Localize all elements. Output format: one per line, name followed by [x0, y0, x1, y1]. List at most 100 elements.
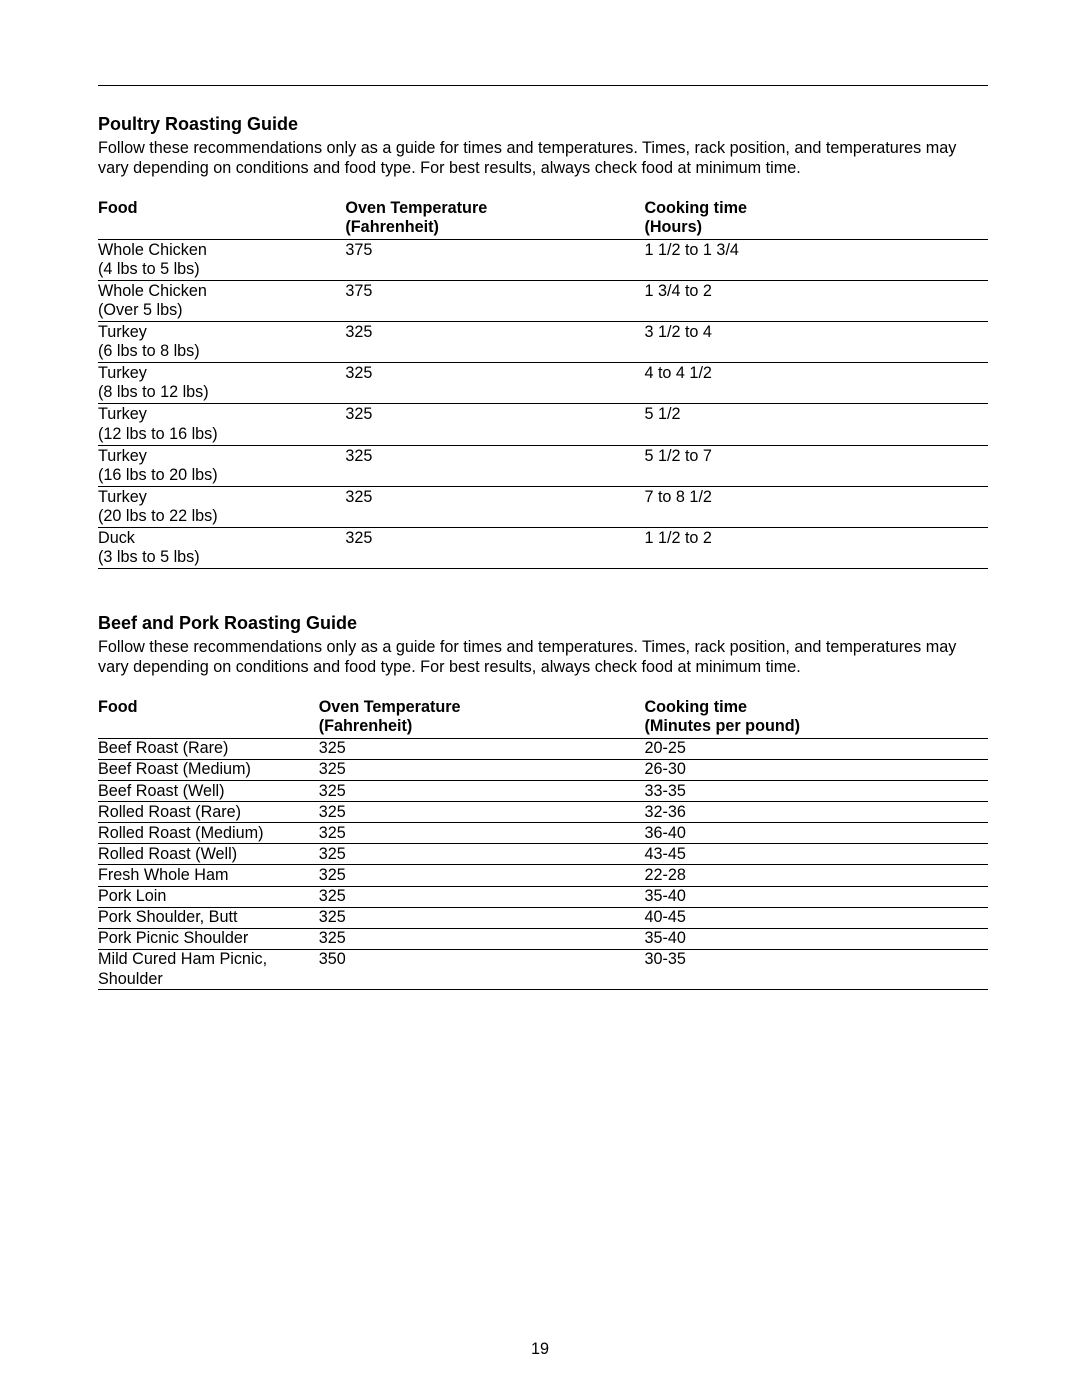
table-row: Turkey(6 lbs to 8 lbs)3253 1/2 to 4: [98, 321, 988, 362]
table-row: Pork Picnic Shoulder32535-40: [98, 928, 988, 949]
table-row: Turkey(8 lbs to 12 lbs)3254 to 4 1/2: [98, 363, 988, 404]
cell-food: Beef Roast (Medium): [98, 759, 319, 780]
cell-temp: 325: [319, 781, 645, 802]
cell-temp: 325: [319, 738, 645, 759]
header-food: Food: [98, 696, 319, 739]
food-primary: Rolled Roast (Well): [98, 845, 237, 863]
cell-temp: 325: [319, 823, 645, 844]
cell-temp: 325: [319, 907, 645, 928]
cell-temp: 325: [319, 886, 645, 907]
beefpork-desc: Follow these recommendations only as a g…: [98, 638, 988, 678]
header-food: Food: [98, 197, 345, 240]
header-temp-l1: Oven Temperature: [319, 698, 461, 716]
cell-temp: 325: [345, 404, 644, 445]
cell-food: Whole Chicken(Over 5 lbs): [98, 280, 345, 321]
cell-food: Whole Chicken(4 lbs to 5 lbs): [98, 239, 345, 280]
header-temp-l2: (Fahrenheit): [345, 218, 439, 236]
cell-time: 1 3/4 to 2: [644, 280, 988, 321]
table-header-row: Food Oven Temperature (Fahrenheit) Cooki…: [98, 696, 988, 739]
cell-time: 3 1/2 to 4: [644, 321, 988, 362]
cell-food: Rolled Roast (Medium): [98, 823, 319, 844]
food-primary: Whole Chicken: [98, 241, 207, 259]
cell-food: Pork Picnic Shoulder: [98, 928, 319, 949]
header-time-l2: (Minutes per pound): [644, 717, 800, 735]
food-primary: Fresh Whole Ham: [98, 866, 228, 884]
header-time-l1: Cooking time: [644, 698, 747, 716]
cell-temp: 325: [319, 865, 645, 886]
cell-food: Duck(3 lbs to 5 lbs): [98, 528, 345, 569]
cell-time: 5 1/2 to 7: [644, 445, 988, 486]
cell-temp: 325: [319, 844, 645, 865]
table-row: Pork Loin32535-40: [98, 886, 988, 907]
cell-time: 22-28: [644, 865, 988, 886]
cell-temp: 375: [345, 280, 644, 321]
header-time-l1: Cooking time: [644, 199, 747, 217]
table-row: Turkey(20 lbs to 22 lbs)3257 to 8 1/2: [98, 486, 988, 527]
food-primary: Turkey: [98, 405, 147, 423]
table-row: Beef Roast (Rare)32520-25: [98, 738, 988, 759]
cell-food: Beef Roast (Rare): [98, 738, 319, 759]
cell-temp: 325: [319, 928, 645, 949]
table-header-row: Food Oven Temperature (Fahrenheit) Cooki…: [98, 197, 988, 240]
cell-temp: 325: [319, 759, 645, 780]
table-row: Rolled Roast (Rare)32532-36: [98, 802, 988, 823]
table-row: Duck(3 lbs to 5 lbs)3251 1/2 to 2: [98, 528, 988, 569]
cell-time: 40-45: [644, 907, 988, 928]
cell-food: Turkey(6 lbs to 8 lbs): [98, 321, 345, 362]
food-primary: Beef Roast (Rare): [98, 739, 228, 757]
cell-temp: 325: [345, 528, 644, 569]
table-row: Beef Roast (Medium) 32526-30: [98, 759, 988, 780]
cell-temp: 350: [319, 949, 645, 989]
cell-time: 26-30: [644, 759, 988, 780]
header-temp: Oven Temperature (Fahrenheit): [345, 197, 644, 240]
beefpork-title: Beef and Pork Roasting Guide: [98, 613, 988, 634]
cell-time: 4 to 4 1/2: [644, 363, 988, 404]
table-row: Pork Shoulder, Butt 32540-45: [98, 907, 988, 928]
cell-food: Pork Shoulder, Butt: [98, 907, 319, 928]
cell-time: 35-40: [644, 886, 988, 907]
top-rule: [98, 85, 988, 86]
table-row: Whole Chicken(Over 5 lbs)3751 3/4 to 2: [98, 280, 988, 321]
cell-time: 5 1/2: [644, 404, 988, 445]
food-secondary: (12 lbs to 16 lbs): [98, 425, 218, 443]
beefpork-table: Food Oven Temperature (Fahrenheit) Cooki…: [98, 696, 988, 990]
cell-time: 30-35: [644, 949, 988, 989]
food-primary: Rolled Roast (Medium): [98, 824, 264, 842]
cell-time: 36-40: [644, 823, 988, 844]
cell-time: 33-35: [644, 781, 988, 802]
poultry-table: Food Oven Temperature (Fahrenheit) Cooki…: [98, 197, 988, 570]
poultry-desc: Follow these recommendations only as a g…: [98, 139, 988, 179]
food-primary: Pork Picnic Shoulder: [98, 929, 248, 947]
food-primary: Beef Roast (Medium): [98, 760, 251, 778]
cell-food: Turkey (12 lbs to 16 lbs): [98, 404, 345, 445]
cell-food: Turkey(16 lbs to 20 lbs): [98, 445, 345, 486]
food-secondary: (4 lbs to 5 lbs): [98, 260, 200, 278]
cell-temp: 325: [345, 486, 644, 527]
cell-temp: 325: [345, 445, 644, 486]
food-primary: Mild Cured Ham Picnic,: [98, 950, 267, 968]
food-secondary: (8 lbs to 12 lbs): [98, 383, 209, 401]
food-secondary: (Over 5 lbs): [98, 301, 183, 319]
table-row: Rolled Roast (Medium) 32536-40: [98, 823, 988, 844]
food-primary: Rolled Roast (Rare): [98, 803, 241, 821]
table-row: Turkey (12 lbs to 16 lbs) 3255 1/2: [98, 404, 988, 445]
food-primary: Turkey: [98, 488, 147, 506]
cell-time: 1 1/2 to 2: [644, 528, 988, 569]
header-time: Cooking time (Minutes per pound): [644, 696, 988, 739]
cell-food: Rolled Roast (Rare): [98, 802, 319, 823]
table-row: Fresh Whole Ham 32522-28: [98, 865, 988, 886]
cell-food: Turkey(8 lbs to 12 lbs): [98, 363, 345, 404]
cell-time: 43-45: [644, 844, 988, 865]
table-row: Turkey(16 lbs to 20 lbs)3255 1/2 to 7: [98, 445, 988, 486]
table-row: Mild Cured Ham Picnic, Shoulder 35030-35: [98, 949, 988, 989]
header-temp: Oven Temperature (Fahrenheit): [319, 696, 645, 739]
cell-food: Turkey(20 lbs to 22 lbs): [98, 486, 345, 527]
header-temp-l2: (Fahrenheit): [319, 717, 413, 735]
cell-food: Pork Loin: [98, 886, 319, 907]
food-secondary: Shoulder: [98, 970, 163, 988]
table-row: Rolled Roast (Well) 32543-45: [98, 844, 988, 865]
food-primary: Pork Shoulder, Butt: [98, 908, 237, 926]
cell-food: Rolled Roast (Well): [98, 844, 319, 865]
food-secondary: (20 lbs to 22 lbs): [98, 507, 218, 525]
page-number: 19: [0, 1340, 1080, 1359]
